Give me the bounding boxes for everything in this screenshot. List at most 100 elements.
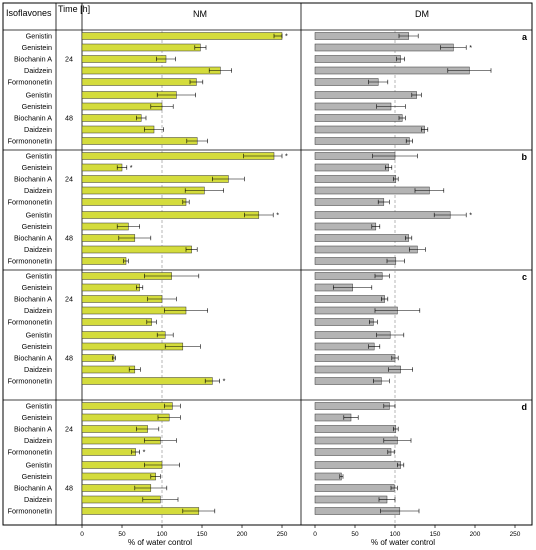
compound-label: Formononetin — [8, 318, 52, 327]
compound-label: Biochanin A — [14, 484, 52, 493]
dm-bar — [314, 211, 451, 219]
dm-bar — [314, 472, 342, 481]
nm-bar — [81, 43, 201, 52]
nm-bar — [81, 102, 163, 111]
panel-letter: d — [522, 402, 528, 412]
nm-bar — [81, 365, 136, 374]
x-axis-title-nm: % of water control — [128, 538, 192, 547]
nm-bar — [81, 114, 142, 122]
x-tick-label-dm: 0 — [313, 531, 317, 538]
dm-bar — [314, 222, 377, 231]
dm-bar — [314, 125, 425, 134]
dm-bar — [314, 186, 430, 195]
compound-label: Genistin — [26, 461, 52, 470]
dm-significance: * — [469, 211, 472, 220]
x-tick-label-dm: 100 — [390, 531, 401, 538]
header-isoflavones: Isoflavones — [6, 8, 52, 18]
dm-bar — [314, 402, 390, 410]
nm-significance: * — [130, 163, 133, 172]
header-nm: NM — [193, 9, 207, 19]
dm-bar — [314, 66, 470, 75]
compound-label: Biochanin A — [14, 354, 52, 363]
nm-significance: * — [143, 448, 146, 457]
nm-bar — [81, 78, 197, 86]
nm-significance: * — [223, 377, 226, 386]
dm-significance: * — [469, 43, 472, 52]
compound-label: Genistein — [22, 472, 52, 481]
compound-label: Genistin — [26, 211, 52, 220]
compound-label: Biochanin A — [14, 234, 52, 243]
x-tick-label-nm: 250 — [277, 531, 288, 538]
compound-label: Biochanin A — [14, 175, 52, 184]
dm-bar — [314, 272, 383, 280]
dm-bar — [314, 461, 401, 469]
nm-bar — [81, 32, 283, 40]
compound-label: Genistein — [22, 43, 52, 52]
compound-label: Biochanin A — [14, 295, 52, 304]
dm-bar — [314, 55, 401, 63]
dm-bar — [314, 484, 395, 492]
nm-significance: * — [276, 211, 279, 220]
nm-bar — [81, 125, 155, 134]
dm-bar — [314, 163, 389, 172]
x-tick-label-dm: 50 — [351, 531, 359, 538]
compound-label: Formononetin — [8, 257, 52, 266]
compound-label: Genistein — [22, 283, 52, 292]
nm-bar — [81, 413, 170, 422]
nm-bar — [81, 55, 167, 63]
compound-label: Genistin — [26, 402, 52, 411]
compound-label: Genistin — [26, 272, 52, 281]
time-label: 48 — [65, 114, 73, 123]
nm-significance: * — [285, 152, 288, 161]
nm-bar — [81, 354, 115, 362]
time-label: 24 — [65, 55, 73, 64]
compound-label: Daidzein — [24, 186, 52, 195]
compound-label: Daidzein — [24, 436, 52, 445]
dm-bar — [314, 318, 374, 326]
compound-label: Formononetin — [8, 377, 52, 386]
dm-bar — [314, 377, 382, 385]
dm-bar — [314, 198, 385, 206]
nm-significance: * — [285, 32, 288, 41]
compound-label: Genistein — [22, 413, 52, 422]
x-tick-label-nm: 150 — [197, 531, 208, 538]
compound-label: Formononetin — [8, 78, 52, 87]
compound-label: Daidzein — [24, 495, 52, 504]
nm-bar — [81, 402, 173, 410]
dm-bar — [314, 342, 375, 351]
compound-label: Genistein — [22, 163, 52, 172]
dm-bar — [314, 32, 409, 40]
nm-bar — [81, 283, 140, 292]
x-tick-label-nm: 0 — [80, 531, 84, 538]
compound-label: Formononetin — [8, 198, 52, 207]
nm-bar — [81, 377, 213, 385]
dm-bar — [314, 295, 385, 303]
dm-bar — [314, 175, 397, 183]
time-label: 48 — [65, 484, 73, 493]
compound-label: Genistin — [26, 331, 52, 340]
nm-bar — [81, 137, 198, 145]
x-tick-label-nm: 100 — [157, 531, 168, 538]
header-time: Time [h] — [58, 4, 90, 14]
nm-bar — [81, 472, 156, 481]
dm-bar — [314, 137, 410, 145]
compound-label: Biochanin A — [14, 425, 52, 434]
nm-bar — [81, 175, 229, 183]
nm-bar — [81, 331, 166, 339]
nm-bar — [81, 66, 221, 75]
time-label: 24 — [65, 295, 73, 304]
x-tick-label-dm: 250 — [510, 531, 521, 538]
time-label: 24 — [65, 175, 73, 184]
dm-bar — [314, 354, 396, 362]
panel-letter: a — [522, 32, 528, 42]
nm-bar — [81, 211, 260, 219]
dm-bar — [314, 114, 403, 122]
compound-label: Genistein — [22, 102, 52, 111]
compound-label: Genistin — [26, 32, 52, 41]
compound-label: Formononetin — [8, 448, 52, 457]
dm-bar — [314, 91, 417, 99]
compound-label: Daidzein — [24, 306, 52, 315]
header-dm: DM — [415, 9, 429, 19]
dm-bar — [314, 257, 397, 265]
x-tick-label-dm: 150 — [430, 531, 441, 538]
